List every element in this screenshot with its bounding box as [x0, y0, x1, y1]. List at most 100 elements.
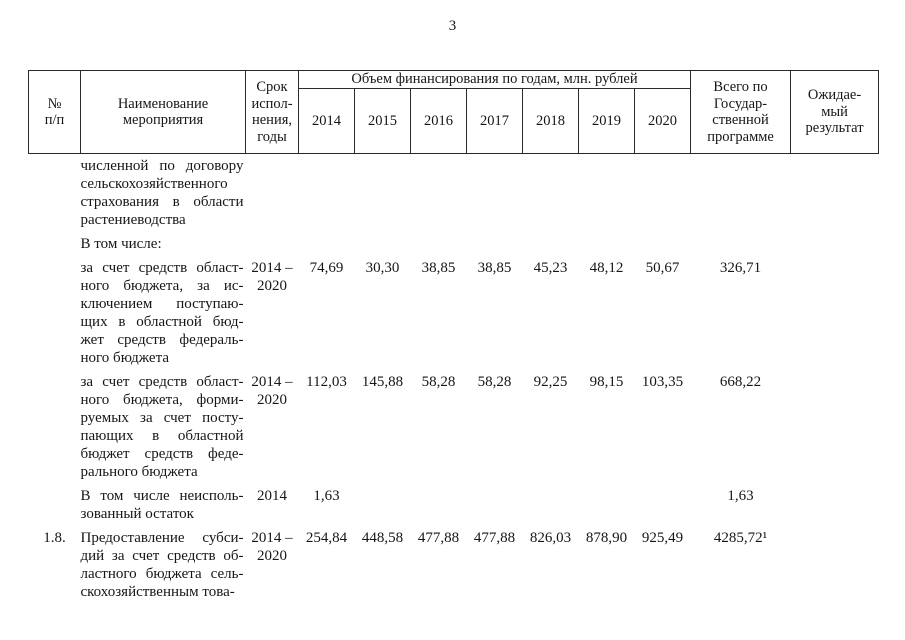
table-row: В том числе: [29, 229, 879, 253]
row-value-2020 [635, 154, 691, 230]
row-name-line: жет средств федераль- [80, 332, 244, 348]
header-year-2017: 2017 [466, 88, 523, 154]
row-value-2018: 826,03 [529, 530, 572, 546]
row-value-2017 [467, 481, 523, 523]
row-term: 2014 [246, 481, 299, 523]
row-value-2014: 112,03 [306, 374, 347, 390]
row-value-2016 [411, 229, 467, 253]
row-name: численной по договору сельскохозяйственно… [81, 154, 246, 230]
row-value-2018 [523, 154, 579, 230]
row-name-line: страхования в области [80, 194, 244, 210]
row-name-line: численной по договору [80, 158, 244, 174]
row-value-2014 [299, 154, 355, 230]
row-value-2015 [355, 229, 411, 253]
row-term: 2014 – 2020 [246, 253, 299, 367]
row-value-2019: 48,12 [589, 260, 624, 276]
row-name-line: пающих в областной [80, 428, 244, 444]
row-value-2015: 448,58 [361, 530, 404, 546]
row-name-line: В том числе: [80, 236, 162, 252]
row-term-line: 2020 [257, 278, 287, 294]
row-value-2020: 103,35 [641, 374, 684, 390]
row-result [791, 229, 879, 253]
row-name-line: ключением поступаю- [80, 296, 244, 312]
row-result [791, 367, 879, 481]
header-col-financing-group: Объем финансирования по годам, млн. рубл… [297, 70, 692, 89]
row-name-line: бюджет средств феде- [80, 446, 244, 462]
row-number [29, 367, 81, 481]
row-name: В том числе неисполь-зованный остаток [81, 481, 246, 523]
header-row-years: 2014 2015 2016 2017 2018 2019 2020 [29, 88, 879, 154]
header-year-2018: 2018 [522, 88, 579, 154]
row-term: 2014 – 2020 [246, 367, 299, 481]
row-number: 1.8. [43, 530, 66, 546]
row-value-2020: 925,49 [641, 530, 684, 546]
header-col-total: Всего по Государ- ственной программе [690, 70, 792, 154]
row-term-line: 2020 [257, 548, 287, 564]
row-total: 4285,72¹ [713, 530, 768, 546]
row-value-2018 [523, 481, 579, 523]
row-name-line: ного бюджета, за ис- [80, 278, 244, 294]
row-value-2016 [411, 154, 467, 230]
row-total: 668,22 [719, 374, 762, 390]
row-term-line: 2014 – [251, 374, 293, 390]
row-result [791, 253, 879, 367]
row-value-2016: 477,88 [417, 530, 460, 546]
row-name-line: за счет средств област- [80, 260, 244, 276]
row-number [29, 229, 81, 253]
row-name-line: ного бюджета, форми- [80, 392, 244, 408]
row-value-2017: 58,28 [477, 374, 512, 390]
row-name-line: растениеводства [80, 212, 186, 228]
row-value-2020: 50,67 [645, 260, 680, 276]
row-term [246, 229, 299, 253]
row-total: 1,63 [727, 488, 754, 504]
row-name-line: рального бюджета [80, 464, 198, 480]
row-value-2018 [523, 229, 579, 253]
header-col-name: Наименование мероприятия [80, 70, 246, 154]
row-name: за счет средств област-ного бюджета, фор… [81, 367, 246, 481]
row-value-2014: 1,63 [313, 488, 340, 504]
row-value-2016: 38,85 [421, 260, 456, 276]
row-value-2017: 38,85 [477, 260, 512, 276]
row-name-line: ластного бюджета сель- [80, 566, 244, 582]
row-term: 2014 – 2020 [246, 523, 299, 601]
row-value-2015: 30,30 [365, 260, 400, 276]
row-value-2020 [635, 229, 691, 253]
header-year-2016: 2016 [410, 88, 467, 154]
row-name-line: ного бюджета [80, 350, 169, 366]
row-value-2015: 145,88 [361, 374, 404, 390]
row-total [691, 229, 791, 253]
table-row: за счет средств област-ного бюджета, за … [29, 253, 879, 367]
financing-table: № п/п Наименование мероприятия Срок испо… [28, 70, 880, 602]
row-value-2016 [411, 481, 467, 523]
header-col-result: Ожидае- мый результат [790, 70, 880, 154]
row-value-2019 [579, 229, 635, 253]
row-value-2017: 477,88 [473, 530, 516, 546]
header-year-2014: 2014 [298, 88, 355, 154]
row-value-2019 [579, 481, 635, 523]
page-number: 3 [448, 18, 457, 34]
row-name-line: зованный остаток [80, 506, 194, 522]
row-name-line: В том числе неисполь- [80, 488, 244, 504]
row-name-line: щих в областной бюд- [80, 314, 244, 330]
row-name: В том числе: [81, 229, 246, 253]
row-number [29, 253, 81, 367]
row-name: за счет средств област-ного бюджета, за … [81, 253, 246, 367]
row-value-2015 [355, 154, 411, 230]
row-value-2019: 878,90 [585, 530, 628, 546]
row-name: Предоставление субси-дий за счет средств… [81, 523, 246, 601]
row-term-line: 2014 – [251, 530, 293, 546]
row-value-2014: 254,84 [305, 530, 348, 546]
table-body: численной по договору сельскохозяйственно… [29, 154, 879, 602]
table-row: за счет средств област-ного бюджета, фор… [29, 367, 879, 481]
header-row-top: № п/п Наименование мероприятия Срок испо… [28, 70, 880, 154]
header-year-2020: 2020 [633, 88, 692, 154]
row-name-line: Предоставление субси- [80, 530, 244, 546]
row-term [246, 154, 299, 230]
row-value-2017 [467, 154, 523, 230]
row-total [691, 154, 791, 230]
row-result [791, 481, 879, 523]
row-value-2014 [299, 229, 355, 253]
row-result [791, 523, 879, 601]
header-col-term: Срок испол- нения, годы [245, 70, 299, 154]
